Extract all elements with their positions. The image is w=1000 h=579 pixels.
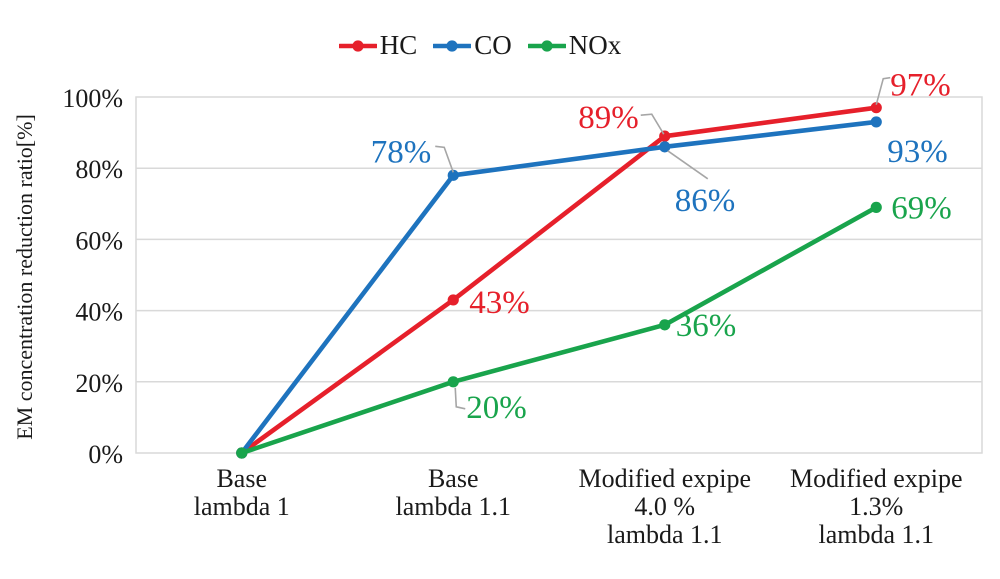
x-category-label-line: lambda 1 bbox=[193, 492, 290, 521]
x-category-label-3: Modified expipe 1.3% lambda 1.1 bbox=[764, 465, 988, 549]
legend-dot bbox=[446, 39, 458, 52]
x-category-label-line: lambda 1.1 bbox=[606, 520, 723, 549]
legend-marker-co-icon bbox=[433, 39, 472, 52]
data-point-hc-2 bbox=[659, 130, 671, 142]
data-label-hc-43pct: 43% bbox=[469, 285, 530, 321]
legend-marker-hc-icon bbox=[338, 39, 377, 52]
legend-item-co: CO bbox=[433, 30, 512, 61]
legend-item-nox: NOx bbox=[527, 30, 622, 61]
x-category-label-line: Base bbox=[427, 464, 479, 493]
data-label-co-93pct: 93% bbox=[887, 134, 948, 170]
label-leader-line bbox=[454, 387, 466, 410]
data-point-nox-0 bbox=[236, 447, 248, 459]
label-leader-line bbox=[875, 76, 891, 105]
x-category-label-line: 1.3% bbox=[849, 492, 904, 521]
x-category-label-2: Modified expipe 4.0 % lambda 1.1 bbox=[553, 465, 777, 549]
data-label-hc-89pct: 89% bbox=[578, 100, 639, 136]
x-category-label-line: 4.0 % bbox=[634, 492, 696, 521]
data-point-nox-3 bbox=[870, 201, 882, 213]
legend-label: NOx bbox=[568, 30, 622, 60]
legend-label: HC bbox=[379, 30, 418, 60]
x-category-label-line: Base bbox=[216, 464, 268, 493]
x-category-label-line: lambda 1.1 bbox=[818, 520, 935, 549]
legend-dot bbox=[541, 39, 553, 52]
label-leader-line bbox=[435, 145, 455, 173]
plot-border bbox=[135, 96, 983, 454]
x-category-label-line: lambda 1.1 bbox=[395, 492, 512, 521]
data-point-hc-1 bbox=[447, 294, 459, 306]
x-category-label-1: Base lambda 1.1 bbox=[341, 465, 565, 521]
data-label-co-86pct: 86% bbox=[675, 183, 736, 219]
legend-item-hc: HC bbox=[338, 30, 418, 61]
y-tick-label: 0% bbox=[88, 440, 123, 469]
data-point-hc-3 bbox=[870, 102, 882, 114]
x-category-label-0: Base lambda 1 bbox=[130, 465, 354, 521]
data-label-hc-97pct: 97% bbox=[890, 68, 951, 104]
data-point-co-3 bbox=[870, 116, 882, 128]
series-line-hc bbox=[239, 105, 879, 456]
label-leader-line bbox=[640, 113, 665, 135]
series-line-co bbox=[239, 119, 879, 456]
data-label-nox-36pct: 36% bbox=[676, 308, 737, 344]
series-line-nox bbox=[239, 205, 879, 456]
y-tick-label: 100% bbox=[62, 84, 123, 113]
label-leader-line bbox=[667, 150, 709, 180]
y-tick-label: 80% bbox=[75, 155, 123, 184]
chart-legend: HC CO NOx bbox=[0, 30, 960, 61]
x-category-label-line: Modified expipe bbox=[789, 464, 963, 493]
legend-dot bbox=[352, 39, 364, 52]
data-label-nox-20pct: 20% bbox=[466, 390, 527, 426]
data-point-nox-1 bbox=[447, 376, 459, 388]
data-point-nox-2 bbox=[659, 319, 671, 331]
legend-label: CO bbox=[474, 30, 512, 60]
legend-marker-nox-icon bbox=[527, 39, 566, 52]
data-point-co-1 bbox=[447, 169, 459, 181]
data-point-co-2 bbox=[659, 141, 671, 153]
data-label-nox-69pct: 69% bbox=[891, 190, 952, 226]
y-tick-label: 20% bbox=[75, 369, 123, 398]
y-tick-label: 60% bbox=[75, 226, 123, 255]
y-tick-label: 40% bbox=[75, 298, 123, 327]
data-label-co-78pct: 78% bbox=[371, 134, 432, 170]
x-category-label-line: Modified expipe bbox=[578, 464, 752, 493]
